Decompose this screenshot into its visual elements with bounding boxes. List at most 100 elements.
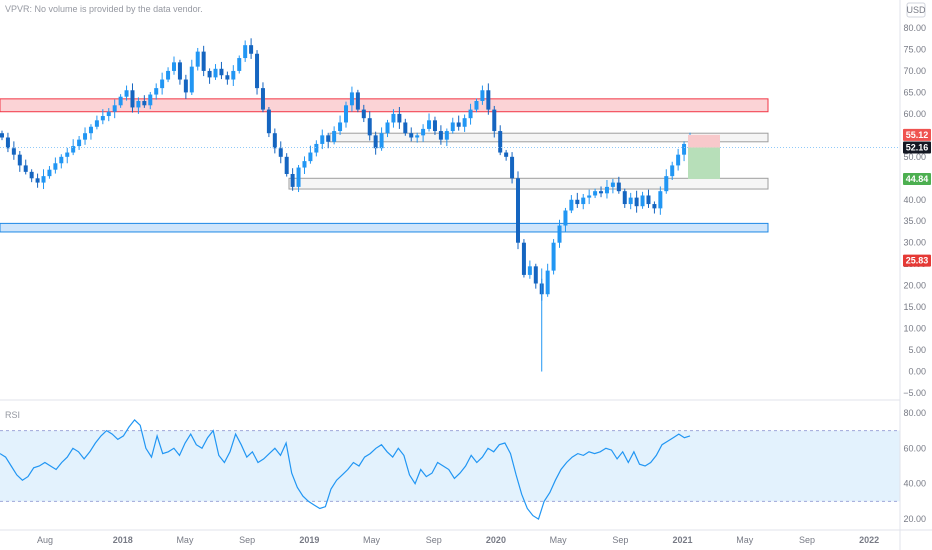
candle — [23, 159, 28, 175]
candle-body — [444, 131, 449, 140]
candle — [47, 166, 52, 179]
candle — [498, 125, 503, 156]
candle — [272, 128, 277, 154]
candle-body — [47, 169, 52, 177]
candle — [504, 149, 509, 161]
stop-zone-box[interactable] — [688, 134, 720, 148]
candle-body — [201, 51, 206, 71]
time-tick-label: 2020 — [486, 535, 506, 545]
lower-range-zone[interactable] — [288, 177, 769, 190]
candle-body — [83, 133, 88, 140]
candle — [183, 74, 188, 99]
stop-price-tag: 25.83 — [903, 254, 931, 267]
candle — [249, 38, 254, 59]
candle — [29, 169, 34, 183]
candle-body — [403, 122, 408, 134]
candle — [71, 139, 76, 156]
candle-body — [557, 225, 562, 243]
candle — [83, 127, 88, 145]
candle-body — [29, 171, 34, 179]
support-zone[interactable] — [0, 222, 769, 233]
price-tick-label: 65.00 — [903, 87, 926, 97]
candle-body — [219, 68, 224, 76]
candle-body — [581, 197, 586, 205]
candle — [480, 85, 485, 105]
time-tick-label: Sep — [799, 535, 815, 545]
candle-body — [255, 53, 260, 89]
price-tick-label: 35.00 — [903, 216, 926, 226]
time-tick-label: May — [363, 535, 381, 545]
rsi-axis[interactable]: 80.00 60.00 40.00 20.00 — [903, 408, 926, 524]
candle-body — [11, 148, 16, 155]
time-tick-label: 2022 — [859, 535, 879, 545]
candle — [314, 140, 319, 157]
candle — [658, 186, 663, 215]
candle-body — [0, 133, 4, 138]
candle — [118, 94, 123, 108]
candle-body — [385, 122, 390, 134]
candle-body — [604, 186, 609, 194]
target-zone-box[interactable] — [688, 147, 720, 179]
candle — [320, 129, 325, 150]
candle — [610, 178, 615, 194]
time-tick-label: May — [176, 535, 194, 545]
price-tick-label: 10.00 — [903, 324, 926, 334]
candle — [166, 67, 171, 83]
candle-body — [225, 75, 230, 80]
candle-body — [676, 154, 681, 166]
price-pane[interactable] — [0, 38, 900, 372]
price-tick-label: 70.00 — [903, 66, 926, 76]
price-axis[interactable]: 80.0075.0070.0065.0060.0055.0050.0045.00… — [903, 23, 931, 398]
candle — [177, 59, 182, 85]
rsi-pane[interactable] — [0, 419, 900, 521]
time-axis[interactable]: Aug 2018 May Sep 2019 May Sep 2020 May Sep 2021 May… — [37, 535, 879, 545]
candle-body — [450, 122, 455, 132]
candle-body — [646, 195, 651, 205]
candle — [0, 130, 4, 141]
entry-price-tag: 44.84 — [903, 172, 931, 185]
candle — [349, 86, 354, 112]
candle-body — [610, 182, 615, 187]
candle-body — [616, 182, 621, 192]
candle — [421, 124, 426, 142]
time-tick-label: 2021 — [673, 535, 693, 545]
resistance-zone[interactable] — [0, 98, 769, 113]
candle — [11, 141, 16, 160]
candle — [355, 89, 360, 113]
candle-body — [94, 120, 99, 127]
candle-body — [59, 156, 64, 164]
candle-body — [183, 79, 188, 93]
candle — [17, 151, 22, 172]
candle-body — [65, 152, 70, 157]
candle-body — [148, 94, 153, 106]
candle-body — [367, 118, 372, 136]
candle-body — [118, 96, 123, 106]
candle — [219, 61, 224, 80]
entry-price-tag-bg — [903, 172, 931, 185]
candle-body — [326, 135, 331, 142]
last-price-tag-bg — [903, 141, 931, 154]
rsi-tick-label: 20.00 — [903, 514, 926, 524]
candle — [142, 95, 147, 108]
candle — [338, 115, 343, 135]
candle — [172, 56, 176, 75]
candle-body — [409, 133, 414, 138]
candle — [456, 115, 461, 131]
candle — [474, 98, 479, 113]
candle — [385, 119, 390, 138]
candle-body — [373, 135, 378, 149]
entry-price-tag-text: 44.84 — [906, 174, 929, 184]
candle-body — [71, 146, 76, 153]
last-price-tag-text: 52.16 — [906, 143, 929, 153]
currency-button[interactable]: USD — [906, 2, 926, 18]
candle — [5, 132, 10, 153]
candle-body — [397, 113, 402, 123]
candle — [296, 164, 301, 193]
candle-body — [124, 90, 129, 97]
candle — [35, 173, 40, 188]
candle-body — [237, 58, 242, 71]
candle-body — [189, 66, 194, 93]
candle — [130, 83, 135, 113]
candle — [278, 141, 283, 164]
candle — [308, 145, 313, 164]
